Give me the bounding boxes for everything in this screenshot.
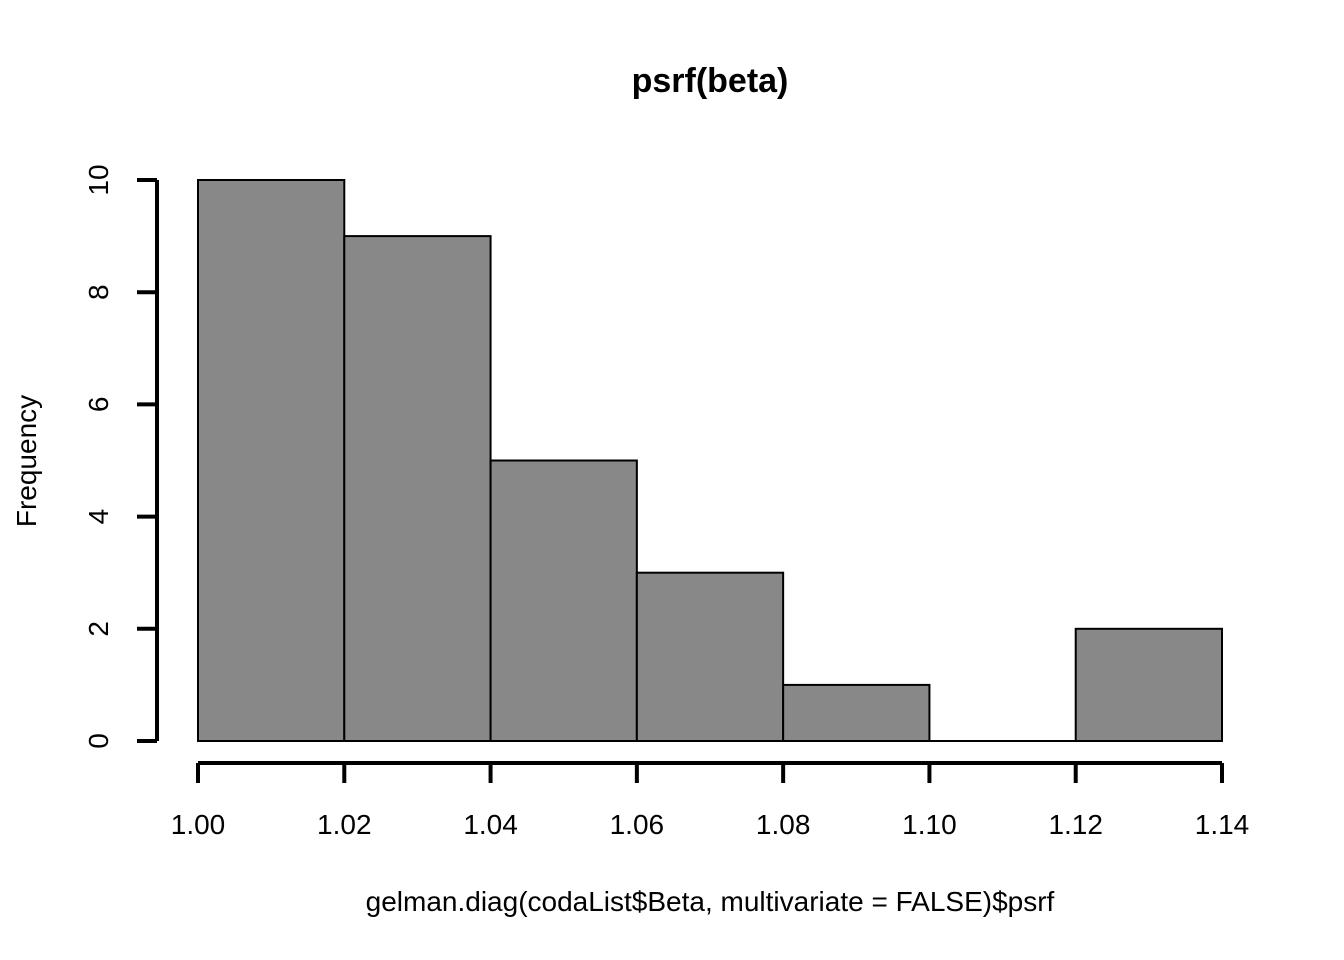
x-axis-label: gelman.diag(codaList$Beta, multivariate …: [366, 886, 1055, 917]
y-axis-label: Frequency: [11, 395, 42, 527]
chart-title: psrf(beta): [632, 62, 789, 100]
x-tick-label: 1.10: [902, 809, 957, 840]
x-tick-label: 1.06: [610, 809, 665, 840]
x-tick-label: 1.04: [463, 809, 518, 840]
histogram-bar: [197, 179, 346, 742]
x-tick-label: 1.02: [317, 809, 372, 840]
y-tick-label: 4: [83, 509, 114, 525]
histogram-bar: [343, 235, 492, 742]
y-tick-label: 0: [83, 733, 114, 749]
y-tick-label: 8: [83, 284, 114, 300]
y-tick-label: 6: [83, 397, 114, 413]
bars-group: [197, 179, 1223, 743]
histogram-bar: [635, 571, 785, 743]
y-tick-label: 2: [83, 621, 114, 637]
histogram-bar: [1074, 627, 1223, 742]
x-tick-label: 1.00: [171, 809, 226, 840]
x-tick-label: 1.12: [1048, 809, 1103, 840]
x-tick-label: 1.14: [1195, 809, 1250, 840]
histogram-bar: [782, 683, 931, 743]
x-axis: 1.00 1.02 1.04 1.06 1.08 1.10 1.12 1.14: [171, 761, 1250, 840]
y-axis: 0 2 4 6 8 10: [83, 164, 159, 749]
y-tick-label: 10: [83, 164, 114, 195]
x-tick-label: 1.08: [756, 809, 811, 840]
histogram-bar: [489, 459, 638, 742]
